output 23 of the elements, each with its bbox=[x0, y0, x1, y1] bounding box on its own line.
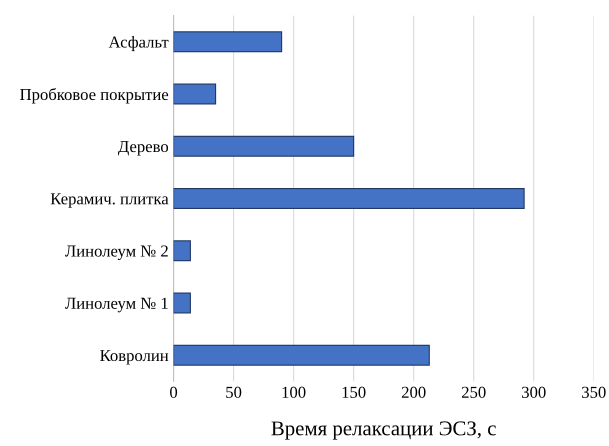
x-tick-label: 100 bbox=[282, 386, 306, 398]
x-tick-label: 200 bbox=[402, 386, 426, 398]
y-tick-label: Дерево bbox=[118, 141, 168, 156]
x-tick-label: 150 bbox=[342, 386, 366, 398]
y-tick-label: Керамич. плитка bbox=[50, 193, 168, 208]
x-tick-label: 300 bbox=[522, 386, 546, 398]
x-tick-label: 250 bbox=[462, 386, 486, 398]
bar bbox=[174, 344, 430, 366]
bar bbox=[174, 31, 282, 52]
x-tick-label: 350 bbox=[582, 386, 606, 398]
y-tick-label: Линолеум № 2 bbox=[65, 245, 168, 260]
x-axis-title: Время релаксации ЭСЗ, с bbox=[271, 421, 496, 440]
y-tick-label: Асфальт bbox=[108, 36, 168, 52]
bar bbox=[174, 240, 191, 262]
bar bbox=[174, 188, 525, 209]
x-tick-label: 0 bbox=[170, 386, 178, 398]
bar bbox=[174, 136, 354, 157]
y-tick-label: Пробковое покрытие bbox=[20, 88, 168, 104]
bar bbox=[174, 292, 191, 314]
bar bbox=[174, 83, 216, 104]
x-tick-label: 50 bbox=[226, 386, 242, 398]
y-tick-label: Линолеум № 1 bbox=[65, 298, 168, 312]
y-tick-label: Ковролин bbox=[100, 350, 168, 365]
